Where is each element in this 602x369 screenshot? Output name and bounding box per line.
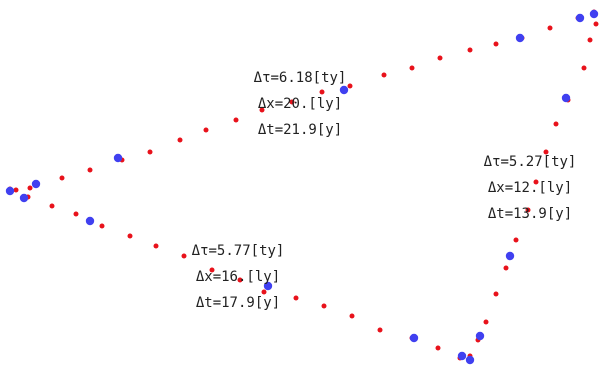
red-point xyxy=(177,137,183,143)
red-point xyxy=(377,327,383,333)
annotation-top: Δτ=6.18[ty] Δx=20.[ly] Δt=21.9[y] xyxy=(254,70,347,138)
blue-point xyxy=(113,153,123,163)
annotation-top-line-3: Δt=21.9[y] xyxy=(258,122,342,138)
red-point xyxy=(49,203,55,209)
red-point xyxy=(27,185,33,191)
blue-point xyxy=(475,331,485,341)
annotation-bottom: Δτ=5.77[ty] Δx=16.[ly] Δt=17.9[y] xyxy=(192,243,285,311)
blue-point xyxy=(263,281,273,291)
blue-point xyxy=(515,33,525,43)
annotation-bottom-line-3: Δt=17.9[y] xyxy=(196,295,280,311)
annotation-right-line-3: Δt=13.9[y] xyxy=(488,206,572,222)
red-point xyxy=(321,303,327,309)
red-point xyxy=(261,289,267,295)
blue-point xyxy=(5,186,15,196)
red-point xyxy=(59,175,65,181)
red-point xyxy=(289,99,295,105)
red-point xyxy=(73,211,79,217)
red-point xyxy=(543,149,549,155)
annotation-right-line-2: Δx=12.[ly] xyxy=(488,180,572,196)
red-point xyxy=(409,65,415,71)
red-point xyxy=(347,83,353,89)
red-point xyxy=(203,127,209,133)
blue-point xyxy=(85,216,95,226)
red-point xyxy=(493,291,499,297)
red-point xyxy=(233,117,239,123)
annotation-right-line-1: Δτ=5.27[ty] xyxy=(484,154,577,170)
blue-point xyxy=(505,251,515,261)
red-point xyxy=(181,253,187,259)
red-point xyxy=(513,237,519,243)
red-point xyxy=(467,47,473,53)
red-point xyxy=(349,313,355,319)
red-point xyxy=(127,233,133,239)
annotation-top-line-2: Δx=20.[ly] xyxy=(258,96,342,112)
red-point xyxy=(435,345,441,351)
red-point xyxy=(259,107,265,113)
red-point xyxy=(483,319,489,325)
red-point xyxy=(493,41,499,47)
red-point xyxy=(547,25,553,31)
red-point xyxy=(147,149,153,155)
red-point xyxy=(237,277,243,283)
blue-point xyxy=(575,13,585,23)
red-point xyxy=(503,265,509,271)
red-point xyxy=(525,207,531,213)
red-point xyxy=(437,55,443,61)
red-point xyxy=(581,65,587,71)
annotation-bottom-line-1: Δτ=5.77[ty] xyxy=(192,243,285,259)
blue-point xyxy=(589,9,599,19)
red-point xyxy=(13,187,19,193)
annotation-top-line-1: Δτ=6.18[ty] xyxy=(254,70,347,86)
blue-point xyxy=(339,85,349,95)
red-point xyxy=(99,223,105,229)
blue-point xyxy=(561,93,571,103)
annotation-right: Δτ=5.27[ty] Δx=12.[ly] Δt=13.9[y] xyxy=(484,154,577,222)
red-point xyxy=(587,37,593,43)
red-point xyxy=(293,295,299,301)
blue-point xyxy=(31,179,41,189)
blue-series xyxy=(5,9,599,365)
annotation-bottom-line-2: Δx=16.[ly] xyxy=(196,269,280,285)
blue-point xyxy=(19,193,29,203)
red-point xyxy=(319,89,325,95)
red-point xyxy=(533,179,539,185)
red-point xyxy=(593,21,599,27)
blue-point xyxy=(465,355,475,365)
red-point xyxy=(209,267,215,273)
blue-point xyxy=(409,333,419,343)
red-point xyxy=(153,243,159,249)
red-point xyxy=(381,72,387,78)
red-point xyxy=(553,121,559,127)
red-point xyxy=(87,167,93,173)
blue-point xyxy=(457,351,467,361)
